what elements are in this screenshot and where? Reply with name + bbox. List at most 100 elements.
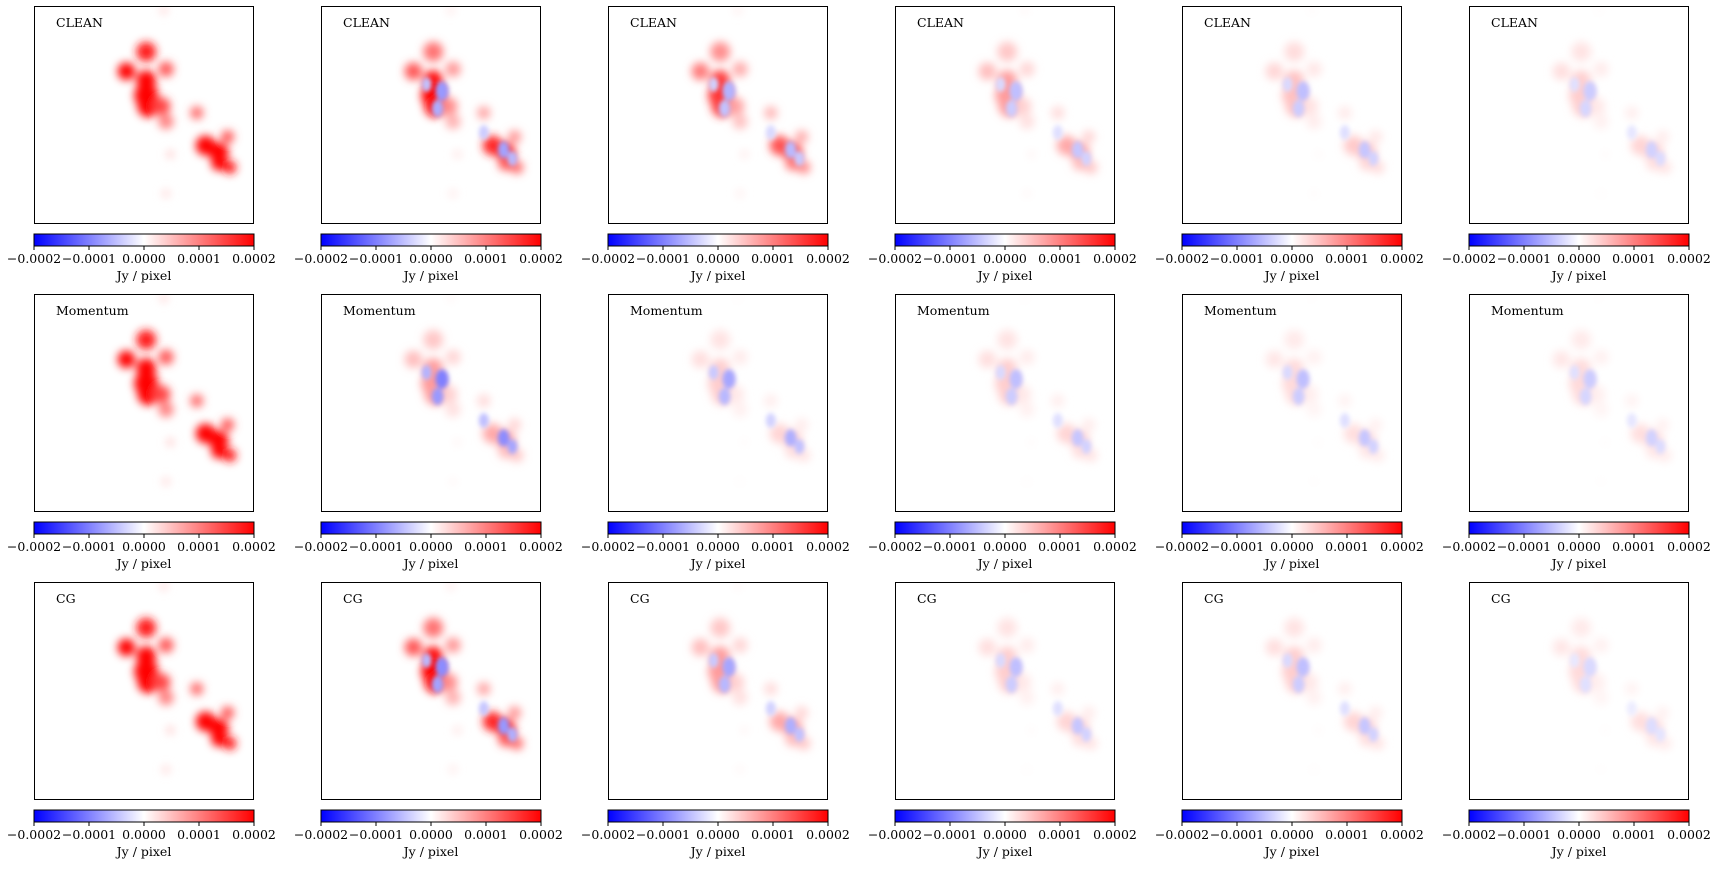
colorbar-tick-label: −0.0002 (294, 539, 348, 554)
positive-emission-mark-18 (404, 62, 423, 81)
colorbar-tick-label: −0.0001 (1210, 539, 1264, 554)
positive-emission-mark-265 (117, 638, 136, 657)
negative-residual-mark-261 (1645, 429, 1658, 447)
colorbar-tick-label: 0.0000 (409, 539, 453, 554)
panel-label: CG (343, 591, 363, 606)
colorbar-tick-label: 0.0000 (122, 251, 166, 266)
panel-label: Momentum (56, 303, 129, 318)
colorbar-tick-label: −0.0002 (1442, 539, 1496, 554)
negative-residual-mark-104 (1292, 99, 1305, 117)
negative-residual-mark-394 (1655, 727, 1666, 742)
negative-residual-mark-129 (1645, 141, 1658, 159)
positive-emission-mark-10 (208, 142, 229, 162)
positive-emission-mark-275 (221, 706, 235, 720)
positive-emission-mark-55 (735, 189, 745, 198)
negative-residual-mark-36 (421, 77, 432, 92)
positive-emission-mark-7 (158, 113, 174, 130)
colorbar-tick-label: 0.0001 (1612, 251, 1656, 266)
positive-emission-mark-335 (1051, 682, 1065, 696)
colorbar-tick-label: 0.0000 (696, 539, 740, 554)
positive-emission-mark-388 (1596, 765, 1606, 774)
colorbar-tick-label: 0.0002 (232, 539, 276, 554)
residual-image (1265, 6, 1385, 198)
colorbar-label: Jy / pixel (976, 268, 1033, 283)
positive-emission-mark-164 (448, 477, 458, 486)
negative-residual-mark-393 (1645, 717, 1658, 735)
residual-image (978, 294, 1098, 486)
positive-emission-mark-12 (223, 160, 237, 174)
residual-image (1552, 6, 1672, 198)
colorbar-label: Jy / pixel (115, 556, 172, 571)
negative-residual-mark-192 (784, 429, 797, 447)
colorbar-tick-label: −0.0002 (581, 827, 635, 842)
positive-emission-mark-384 (1656, 706, 1670, 720)
positive-emission-mark-287 (439, 673, 458, 692)
negative-residual-mark-237 (1282, 365, 1293, 380)
positive-emission-mark-357 (1306, 689, 1322, 706)
positive-emission-mark-149 (423, 329, 444, 350)
positive-emission-mark-157 (477, 394, 491, 408)
negative-residual-mark-239 (1368, 439, 1379, 454)
positive-emission-mark-196 (978, 350, 997, 369)
negative-residual-mark-214 (995, 365, 1006, 380)
colorbar-label: Jy / pixel (1550, 556, 1607, 571)
negative-residual-mark-368 (1292, 675, 1305, 693)
negative-residual-mark-59 (708, 77, 719, 92)
colorbar-tick-label: −0.0002 (7, 251, 61, 266)
colorbar (1468, 521, 1690, 535)
negative-residual-mark-392 (1569, 653, 1580, 668)
colorbar-tick-label: −0.0002 (1442, 827, 1496, 842)
colorbar-label: Jy / pixel (689, 556, 746, 571)
negative-residual-mark-83 (1071, 141, 1084, 159)
positive-emission-mark-117 (1625, 106, 1639, 120)
positive-emission-mark-381 (1625, 682, 1639, 696)
panel-clean-6: CLEAN −0.0002 −0.0001 0.0000 0.0001 0.0002 Jy … (1442, 6, 1711, 283)
negative-residual-mark-81 (1005, 99, 1018, 117)
positive-emission-mark-351 (1265, 638, 1284, 657)
colorbar-tick-label: 0.0000 (696, 827, 740, 842)
colorbar-tick-label: 0.0000 (983, 539, 1027, 554)
positive-emission-mark-210 (1022, 477, 1032, 486)
positive-emission-mark-11 (221, 130, 235, 144)
positive-emission-mark-269 (158, 637, 174, 653)
positive-emission-mark-356 (1300, 673, 1319, 692)
residual-image (1265, 294, 1385, 486)
colorbar-tick-label: 0.0001 (1325, 827, 1369, 842)
colorbar-tick-label: 0.0001 (177, 827, 221, 842)
colorbar-tick-label: 0.0001 (464, 539, 508, 554)
negative-residual-mark-127 (1579, 99, 1592, 117)
colorbar (1181, 521, 1403, 535)
colorbar-tick-label: −0.0002 (1155, 539, 1209, 554)
positive-emission-mark-187 (735, 477, 745, 486)
colorbar (1468, 233, 1690, 247)
panel-frame (608, 294, 828, 512)
panel-momentum-2: Momentum −0.0002 −0.0001 0.0000 0.0001 0.0002… (294, 294, 563, 571)
panel-label: Momentum (917, 303, 990, 318)
negative-residual-mark-367 (1296, 657, 1310, 677)
colorbar-label: Jy / pixel (1263, 844, 1320, 859)
colorbar-tick-label: 0.0001 (751, 827, 795, 842)
positive-emission-mark-150 (404, 350, 423, 369)
negative-residual-mark-370 (1358, 717, 1371, 735)
panel-frame (34, 6, 254, 224)
positive-emission-mark-177 (732, 349, 748, 365)
negative-residual-mark-238 (1358, 429, 1371, 447)
positive-emission-mark-172 (710, 329, 731, 350)
positive-emission-mark-14 (166, 149, 175, 159)
panel-label: Momentum (630, 303, 703, 318)
positive-emission-mark-219 (1265, 350, 1284, 369)
colorbar (1181, 809, 1403, 823)
positive-emission-mark-278 (166, 725, 175, 735)
positive-emission-mark-206 (1082, 418, 1096, 432)
positive-emission-mark-145 (211, 443, 227, 459)
colorbar-tick-label: 0.0001 (751, 251, 795, 266)
colorbar-tick-label: −0.0001 (923, 539, 977, 554)
positive-emission-mark-116 (1593, 113, 1609, 130)
panel-label: Momentum (1204, 303, 1277, 318)
colorbar-tick-label: 0.0000 (983, 251, 1027, 266)
colorbar-tick-label: 0.0000 (1270, 539, 1314, 554)
colorbar-tick-label: 0.0001 (1038, 827, 1082, 842)
colorbar-tick-label: −0.0002 (581, 251, 635, 266)
positive-emission-mark-125 (1594, 6, 1604, 15)
